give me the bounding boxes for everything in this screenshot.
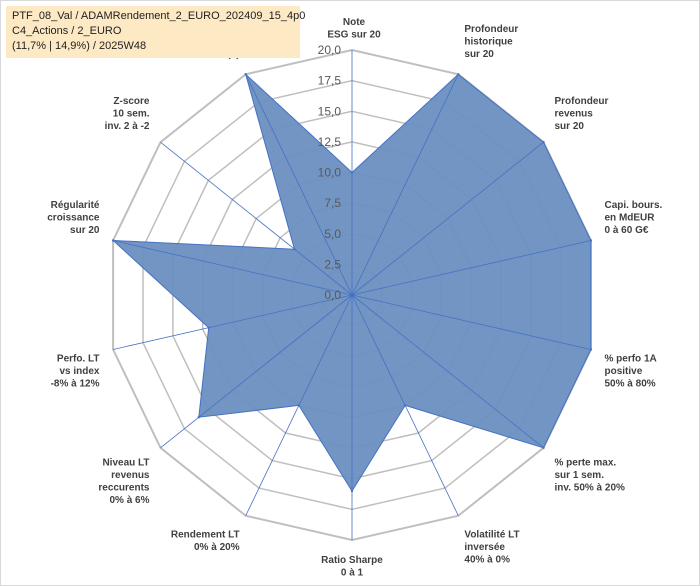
- category-label-line: 10 sem.: [113, 109, 150, 120]
- category-label-line: sur 1 sem.: [555, 470, 605, 481]
- category-label-line: % perte max.: [555, 458, 617, 469]
- axis-tick-label: 12,5: [318, 135, 342, 149]
- axis-spoke: [351, 294, 544, 449]
- category-label-line: sur 20: [464, 49, 494, 60]
- data-point: [457, 73, 460, 76]
- category-label: Note ESG sur 20: [327, 17, 381, 41]
- category-label: Ratio Sharpe 0 à 1: [321, 555, 383, 579]
- category-label-line: croissance: [47, 212, 100, 223]
- data-point: [111, 239, 115, 242]
- category-label-line: 0 à 1: [341, 568, 364, 579]
- category-label-line: Ratio Sharpe: [321, 555, 383, 566]
- axis-spoke: [351, 74, 459, 296]
- category-label: Capi. bours. en MdEUR 0 à 60 G€: [605, 200, 663, 236]
- category-label-line: inversée: [464, 542, 505, 553]
- data-point: [542, 141, 545, 144]
- axis-tick-label: 5,0: [324, 227, 341, 241]
- title-line-2: C4_Actions / 2_EURO: [12, 25, 122, 37]
- category-label-line: Perfo. LT: [57, 354, 100, 365]
- category-label: Profondeur revenus sur 20: [555, 96, 609, 132]
- data-point: [244, 73, 247, 76]
- category-label-line: 0% à 6%: [109, 495, 149, 506]
- axis-spoke: [351, 240, 591, 296]
- data-point: [297, 404, 300, 407]
- category-label: Volatilité LT inversée 40% à 0%: [464, 529, 519, 565]
- category-label: Perfo. LT vs index -8% à 12%: [51, 354, 100, 390]
- category-label-line: -8% à 12%: [51, 379, 100, 390]
- axis-spoke: [351, 141, 544, 296]
- data-point: [293, 248, 296, 251]
- axis-tick-label: 17,5: [318, 74, 342, 88]
- category-label-line: sur 20: [555, 121, 585, 132]
- axis-spoke: [113, 294, 353, 350]
- category-label-line: ESG sur 20: [327, 30, 381, 41]
- category-label-line: 40% à 0%: [464, 554, 510, 565]
- category-label-line: Régularité: [51, 200, 100, 211]
- data-point: [197, 416, 200, 419]
- axis-tick-label: 7,5: [324, 196, 341, 210]
- category-label: Profondeur historique sur 20: [464, 24, 518, 60]
- category-label-line: revenus: [111, 470, 150, 481]
- axis-tick-label: 0,0: [324, 288, 341, 302]
- category-label-line: Niveau LT: [102, 458, 149, 469]
- category-label-line: % perfo 1A: [605, 354, 657, 365]
- data-point: [542, 446, 545, 449]
- category-label: % perfo 1A positive 50% à 80%: [605, 354, 657, 390]
- category-label-line: Z-score: [113, 96, 150, 107]
- data-point: [350, 489, 354, 493]
- category-label-line: positive: [605, 366, 643, 377]
- category-label-line: 50% à 80%: [605, 379, 656, 390]
- category-label-line: vs index: [59, 366, 99, 377]
- axis-tick-label: 20,0: [318, 43, 342, 57]
- title-line-3: (11,7% | 14,9%) / 2025W48: [12, 40, 147, 52]
- category-label-line: reccurents: [98, 483, 150, 494]
- category-label-line: 0 à 60 G€: [605, 225, 649, 236]
- category-label-line: sur 20: [70, 225, 100, 236]
- category-label-line: Note: [343, 17, 366, 28]
- category-label: Rendement LT 0% à 20%: [171, 529, 240, 553]
- category-label-line: Capi. bours.: [605, 200, 663, 211]
- category-label-line: 0% à 20%: [194, 542, 240, 553]
- category-label: Régularité croissance sur 20: [47, 200, 100, 236]
- category-label-line: Volatilité LT: [464, 529, 519, 540]
- category-label: % perte max. sur 1 sem. inv. 50% à 20%: [555, 458, 626, 494]
- axis-spoke: [160, 141, 353, 296]
- axis-tick-label: 15,0: [318, 104, 342, 118]
- category-label-line: Profondeur: [464, 24, 518, 35]
- category-label-line: en MdEUR: [605, 212, 656, 223]
- category-label-line: Rendement LT: [171, 529, 240, 540]
- axis-tick-label: 2,5: [324, 257, 341, 271]
- axis-spoke: [160, 294, 353, 449]
- data-point: [589, 348, 593, 351]
- data-point: [589, 239, 593, 242]
- category-label-line: inv. 2 à -2: [105, 121, 150, 132]
- data-point: [404, 404, 407, 407]
- axis-spoke: [113, 240, 353, 296]
- axis-tick-label: 10,0: [318, 166, 342, 180]
- category-label-line: revenus: [555, 109, 594, 120]
- axis-spoke: [351, 294, 591, 350]
- category-label: Z-score 10 sem. inv. 2 à -2: [105, 96, 150, 132]
- category-label-line: inv. 50% à 20%: [555, 483, 626, 494]
- category-label-line: Profondeur: [555, 96, 609, 107]
- axis-spoke: [245, 74, 353, 296]
- category-label: Niveau LT revenus reccurents 0% à 6%: [98, 458, 150, 507]
- chart-title-box: PTF_08_Val / ADAMRendement_2_EURO_202409…: [6, 6, 306, 58]
- data-point: [350, 171, 354, 174]
- category-label-line: historique: [464, 37, 513, 48]
- title-line-1: PTF_08_Val / ADAMRendement_2_EURO_202409…: [12, 10, 306, 22]
- data-point: [207, 326, 210, 329]
